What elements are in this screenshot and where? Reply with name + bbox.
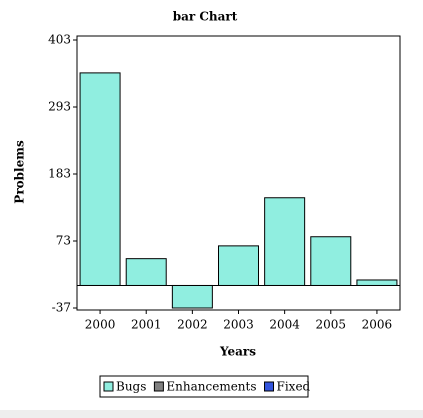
y-tick-label: 183 [48, 167, 71, 181]
y-tick-label: 73 [56, 234, 71, 248]
y-tick-label: 293 [48, 100, 71, 114]
x-axis-label: Years [219, 345, 256, 359]
bar [171, 284, 213, 309]
bar [79, 72, 121, 286]
y-tick-label: 403 [48, 33, 71, 47]
x-tick-label: 2003 [223, 318, 254, 332]
legend-label: Bugs [116, 380, 146, 394]
legend-label: Enhancements [166, 380, 256, 394]
x-tick-label: 2002 [177, 318, 208, 332]
legend-label: Fixed [277, 380, 311, 394]
x-tick-label: 2001 [131, 318, 162, 332]
x-tick-label: 2004 [269, 318, 300, 332]
bar [264, 197, 306, 286]
x-tick-label: 2006 [362, 318, 393, 332]
bar [218, 245, 259, 286]
footer-strip [0, 410, 423, 418]
x-tick-label: 2005 [316, 318, 347, 332]
legend-swatch [264, 381, 275, 392]
legend-swatch [153, 381, 164, 392]
bar [310, 236, 352, 286]
x-tick-label: 2000 [85, 318, 116, 332]
bar [356, 279, 398, 286]
chart-title: bar Chart [173, 10, 238, 24]
y-axis-label: Problems [13, 140, 27, 204]
legend-swatch [103, 381, 114, 392]
legend-box [99, 375, 309, 398]
y-tick-label: -37 [52, 301, 71, 315]
bar [125, 258, 167, 286]
